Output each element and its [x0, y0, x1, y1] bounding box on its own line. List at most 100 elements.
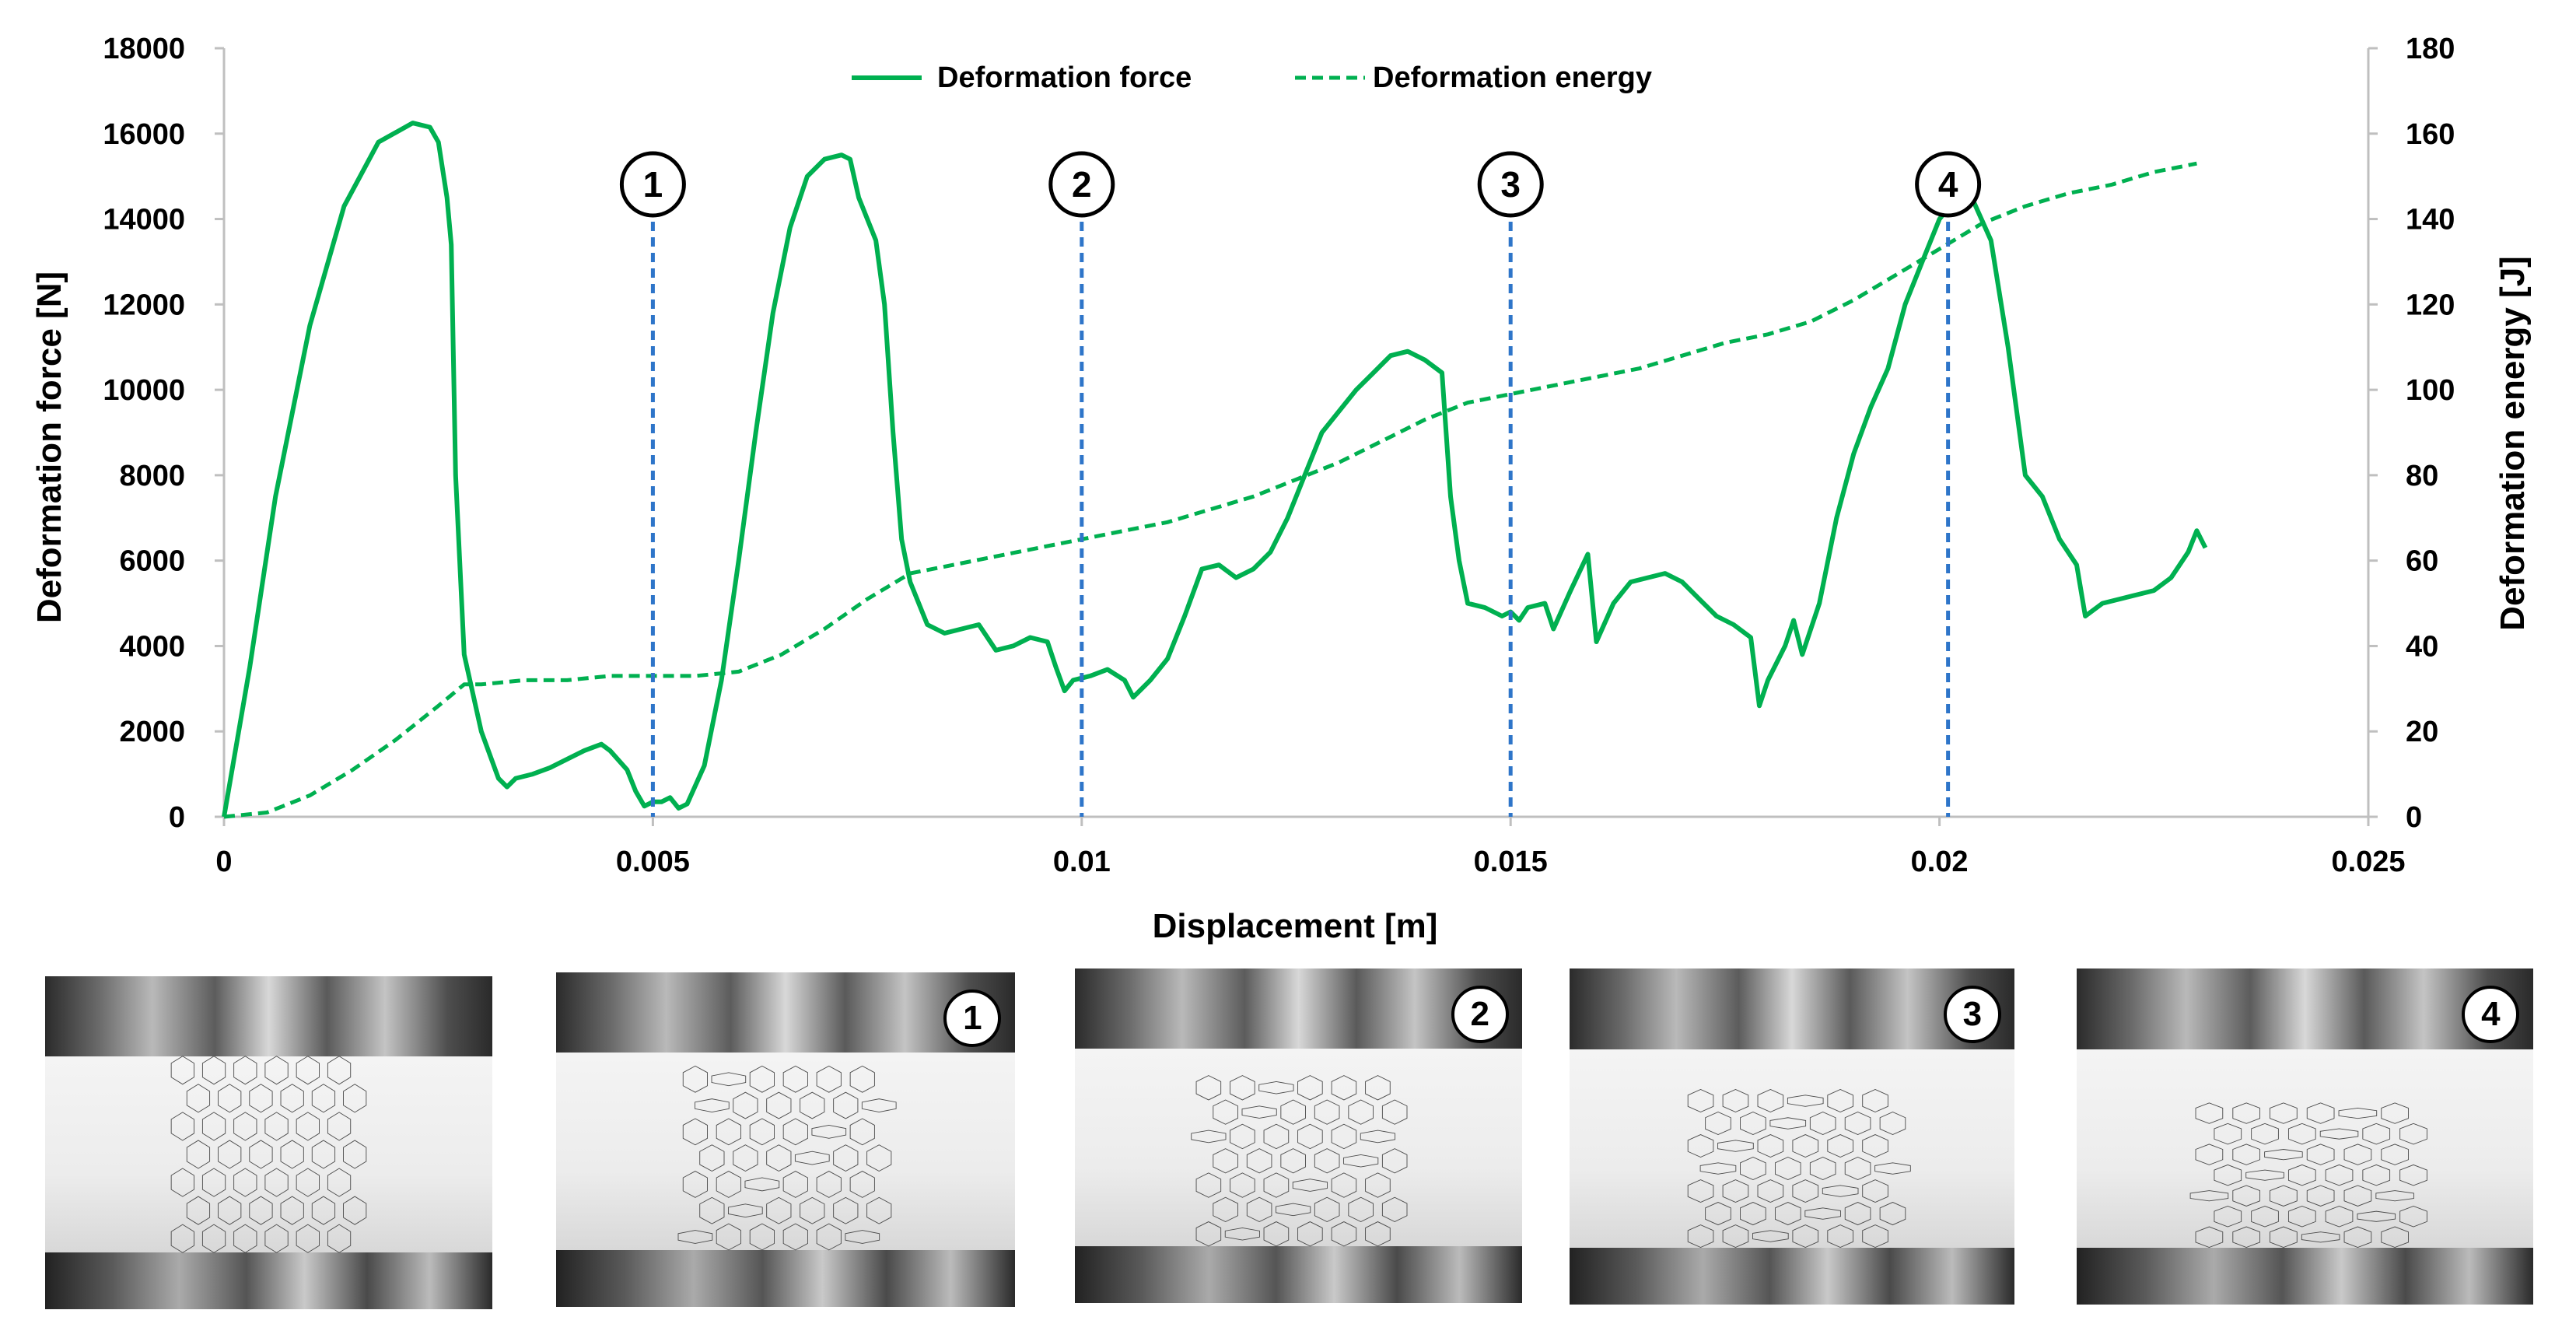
honeycomb-cell: [187, 1196, 209, 1224]
honeycomb-cell: [1247, 1149, 1272, 1173]
honeycomb-cell: [850, 1172, 874, 1198]
honeycomb-cell: [1230, 1124, 1255, 1148]
honeycomb-cell: [1298, 1124, 1323, 1148]
honeycomb-cell: [2196, 1144, 2223, 1165]
honeycomb-cell: [2307, 1144, 2334, 1165]
y-right-tick-label: 140: [2406, 204, 2455, 236]
marker-badge: [619, 151, 686, 218]
marker-label: 2: [1072, 164, 1092, 205]
honeycomb-cell: [202, 1112, 225, 1140]
honeycomb-cell: [800, 1092, 824, 1119]
honeycomb-cell: [265, 1168, 288, 1196]
photo-stage-badge: 4: [2462, 985, 2520, 1043]
honeycomb-cell: [281, 1196, 303, 1224]
honeycomb-cell: [745, 1178, 779, 1191]
honeycomb-cell: [250, 1196, 272, 1224]
honeycomb-cell: [1264, 1173, 1289, 1197]
honeycomb-cell: [1242, 1106, 1276, 1119]
honeycomb-cell: [1706, 1112, 1731, 1135]
honeycomb-cell: [1880, 1112, 1906, 1135]
honeycomb-cell: [1382, 1100, 1407, 1124]
x-tick-label: 0: [215, 846, 232, 878]
honeycomb-cell: [187, 1084, 209, 1112]
honeycomb-cell: [850, 1066, 874, 1092]
y-right-tick-label: 120: [2406, 289, 2455, 321]
honeycomb-cell: [1863, 1180, 1888, 1203]
honeycomb-cell: [1332, 1124, 1356, 1148]
lower-platen: [1075, 1245, 1522, 1303]
honeycomb-cell: [202, 1224, 225, 1252]
honeycomb-cell: [2400, 1123, 2427, 1144]
honeycomb-cell: [867, 1145, 891, 1172]
y-axis-left-title: Deformation force [N]: [30, 271, 68, 623]
honeycomb-cell: [2307, 1186, 2334, 1207]
honeycomb-cell: [1213, 1100, 1238, 1124]
y-right-tick-label: 0: [2406, 801, 2422, 834]
honeycomb-cell: [327, 1224, 350, 1252]
honeycomb-cell: [1793, 1180, 1818, 1203]
honeycomb-cell: [1828, 1225, 1853, 1248]
honeycomb-cell: [296, 1168, 319, 1196]
photo-stage-badge: 1: [943, 989, 1002, 1047]
honeycomb-specimen: [556, 972, 1015, 1307]
honeycomb-cell: [1775, 1203, 1801, 1225]
y-left-tick-label: 16000: [103, 118, 185, 151]
upper-platen: [2077, 968, 2533, 1049]
honeycomb-cell: [2196, 1103, 2223, 1124]
y-right-tick-label: 160: [2406, 118, 2455, 151]
honeycomb-cell: [1845, 1203, 1871, 1225]
honeycomb-cell: [767, 1145, 791, 1172]
honeycomb-cell: [250, 1084, 272, 1112]
honeycomb-cell: [783, 1119, 807, 1145]
energy-series-line: [223, 161, 2197, 819]
x-tick-label: 0.01: [1053, 846, 1111, 878]
honeycomb-cell: [728, 1204, 762, 1217]
honeycomb-specimen: [2077, 968, 2533, 1305]
y-left-tick-label: 10000: [103, 374, 185, 407]
honeycomb-cell: [862, 1099, 896, 1112]
x-tick-label: 0.005: [616, 846, 690, 878]
honeycomb-cell: [767, 1197, 791, 1224]
honeycomb-cell: [1366, 1222, 1391, 1246]
honeycomb-cell: [2382, 1144, 2409, 1165]
honeycomb-cell: [312, 1084, 334, 1112]
honeycomb-cell: [1805, 1208, 1841, 1220]
honeycomb-cell: [1196, 1222, 1221, 1246]
honeycomb-cell: [1264, 1222, 1289, 1246]
honeycomb-cell: [265, 1056, 288, 1084]
backdrop: [1075, 1049, 1522, 1246]
honeycomb-cell: [2376, 1191, 2414, 1201]
specimen-photo: 3: [1570, 968, 2014, 1305]
specimen-photo: 2: [1075, 968, 1522, 1303]
honeycomb-specimen: [1570, 968, 2014, 1305]
honeycomb-cell: [265, 1224, 288, 1252]
honeycomb-cell: [1723, 1225, 1748, 1248]
honeycomb-cell: [1349, 1197, 1374, 1221]
y-right-tick-label: 100: [2406, 374, 2455, 407]
legend-energy-label: Deformation energy: [1373, 61, 1652, 94]
honeycomb-cell: [1196, 1173, 1221, 1197]
honeycomb-cell: [1213, 1197, 1238, 1221]
honeycomb-cell: [1360, 1130, 1395, 1143]
honeycomb-cell: [683, 1119, 707, 1145]
honeycomb-cell: [695, 1099, 729, 1112]
honeycomb-cell: [2270, 1103, 2298, 1124]
honeycomb-cell: [2382, 1103, 2409, 1124]
honeycomb-cell: [834, 1145, 858, 1172]
honeycomb-cell: [1741, 1203, 1766, 1225]
honeycomb-cell: [1828, 1135, 1853, 1158]
honeycomb-cell: [171, 1168, 194, 1196]
honeycomb-cell: [2252, 1206, 2279, 1227]
marker-label: 1: [643, 164, 663, 205]
honeycomb-cell: [1810, 1112, 1836, 1135]
honeycomb-cell: [1688, 1225, 1713, 1248]
honeycomb-cell: [716, 1224, 740, 1250]
backdrop: [2077, 1049, 2533, 1248]
honeycomb-cell: [2270, 1227, 2298, 1248]
honeycomb-cell: [327, 1056, 350, 1084]
y-right-tick-label: 20: [2406, 716, 2438, 748]
marker-badge: [1915, 151, 1982, 218]
honeycomb-cell: [1293, 1179, 1327, 1192]
honeycomb-cell: [2246, 1170, 2284, 1180]
honeycomb-cell: [2190, 1191, 2228, 1201]
